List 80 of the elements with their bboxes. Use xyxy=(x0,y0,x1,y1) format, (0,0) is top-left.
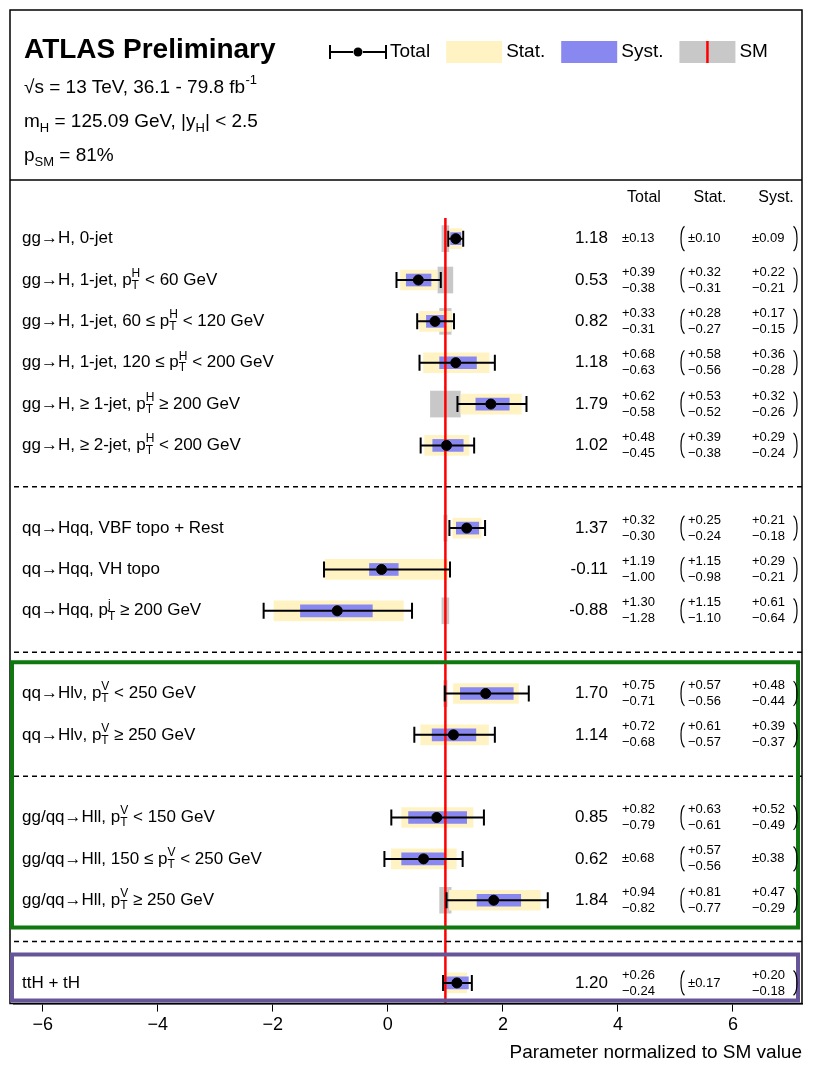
annotation: +0.39 −0.38 xyxy=(688,428,721,460)
text: Stat. xyxy=(693,188,727,206)
annotation: +0.25 −0.24 xyxy=(688,511,721,543)
annotation: 1.18 xyxy=(574,352,609,372)
annotation: +1.15 −1.10 xyxy=(688,594,721,626)
annotation: 1.37 xyxy=(574,517,609,537)
annotation: +0.29 −0.21 xyxy=(752,553,785,585)
y-tick-label: ttH + tH xyxy=(22,972,81,992)
annotation: +1.15 −0.98 xyxy=(688,553,721,585)
annotation: ±0.68 xyxy=(622,850,655,866)
annotation: 1.70 xyxy=(574,683,609,703)
x-tick-label: 4 xyxy=(612,1014,623,1035)
annotation: +0.17 −0.15 xyxy=(752,304,785,336)
annotation: -0.11 xyxy=(570,559,609,579)
annotation: +0.61 −0.64 xyxy=(752,594,785,626)
x-tick-label: −4 xyxy=(147,1014,169,1035)
annotation: +0.81 −0.77 xyxy=(688,883,721,915)
annotation: ±0.38 xyxy=(752,850,785,866)
annotation: 0.62 xyxy=(574,848,609,868)
text: Total xyxy=(627,188,661,206)
annotation: +0.57 −0.56 xyxy=(688,677,721,709)
legend-label: Stat. xyxy=(506,40,546,62)
annotation: ±0.10 xyxy=(688,230,721,246)
annotation: +0.47 −0.29 xyxy=(752,883,785,915)
annotation: +0.32 −0.30 xyxy=(622,511,655,543)
annotation: ±0.17 xyxy=(688,974,721,990)
annotation: +0.57 −0.56 xyxy=(688,842,721,874)
annotation: +0.52 −0.49 xyxy=(752,801,785,833)
annotation: +0.39 −0.38 xyxy=(622,263,655,295)
annotation: 1.02 xyxy=(574,435,609,455)
annotation: 1.20 xyxy=(574,972,609,992)
annotation: +0.63 −0.61 xyxy=(688,801,721,833)
legend-label: Total xyxy=(390,40,431,62)
x-tick-label: −2 xyxy=(262,1014,284,1035)
annotation: +0.39 −0.37 xyxy=(752,718,785,750)
legend-label: Syst. xyxy=(621,40,664,62)
annotation: +0.32 −0.31 xyxy=(688,263,721,295)
annotation: +0.20 −0.18 xyxy=(752,966,785,998)
annotation: 0.53 xyxy=(574,269,609,289)
annotation: +0.61 −0.57 xyxy=(688,718,721,750)
annotation: 0.82 xyxy=(574,311,609,331)
annotation: -0.88 xyxy=(569,600,608,620)
annotation: +0.62 −0.58 xyxy=(622,387,655,419)
annotation: +0.29 −0.24 xyxy=(752,428,785,460)
annotation: +0.22 −0.21 xyxy=(752,263,785,295)
chart-title: ATLAS Preliminary xyxy=(24,32,276,64)
annotation: +0.53 −0.52 xyxy=(688,387,721,419)
legend-label: SM xyxy=(739,40,768,62)
y-tick-label: qq→Hqq, VBF topo + Rest xyxy=(22,517,225,537)
annotation: 0.85 xyxy=(574,807,609,827)
annotation: 1.84 xyxy=(574,889,609,909)
annotation: +0.94 −0.82 xyxy=(622,883,655,915)
y-tick-label: gg→H, 0-jet xyxy=(22,228,113,248)
annotation: +0.68 −0.63 xyxy=(622,346,655,378)
annotation: +1.30 −1.28 xyxy=(622,594,655,626)
annotation: +0.75 −0.71 xyxy=(622,677,655,709)
annotation: +0.26 −0.24 xyxy=(622,966,655,998)
annotation: +0.82 −0.79 xyxy=(622,801,655,833)
annotation: ±0.09 xyxy=(752,230,785,246)
x-tick-label: 6 xyxy=(727,1014,738,1035)
x-tick-label: 2 xyxy=(497,1014,508,1035)
annotation: +0.36 −0.28 xyxy=(752,346,785,378)
annotation: ±0.13 xyxy=(622,230,655,246)
annotation: 1.14 xyxy=(574,724,609,744)
annotation: +1.19 −1.00 xyxy=(622,553,655,585)
annotation: +0.72 −0.68 xyxy=(622,718,655,750)
annotation: +0.48 −0.45 xyxy=(622,428,655,460)
text: Syst. xyxy=(758,188,794,206)
x-tick-label: −6 xyxy=(32,1014,54,1035)
annotation: +0.21 −0.18 xyxy=(752,511,785,543)
x-tick-label: 0 xyxy=(382,1014,393,1035)
annotation: 1.18 xyxy=(574,228,609,248)
annotation: +0.58 −0.56 xyxy=(688,346,721,378)
annotation: +0.28 −0.27 xyxy=(688,304,721,336)
annotation: +0.48 −0.44 xyxy=(752,677,785,709)
annotation: +0.33 −0.31 xyxy=(622,304,655,336)
annotation: +0.32 −0.26 xyxy=(752,387,785,419)
y-tick-label: qq→Hqq, VH topo xyxy=(22,559,160,579)
annotation: 1.79 xyxy=(574,393,609,413)
x-axis-title: Parameter normalized to SM value xyxy=(509,1040,802,1062)
